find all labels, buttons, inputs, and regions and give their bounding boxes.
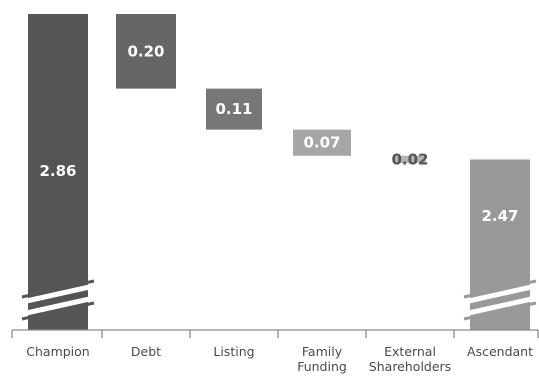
value-label: 0.07 [303,134,340,152]
bar-family-funding [293,129,351,156]
category-label: Family Funding [297,344,347,374]
value-label: 2.86 [39,162,76,180]
bar-listing [206,88,262,130]
axis-break-ascendant [463,279,537,321]
category-label: Listing [213,344,254,359]
bar-debt [116,14,176,89]
value-label: 2.47 [481,207,518,225]
category-label: Ascendant [467,344,533,359]
bar-champion [28,14,88,330]
category-label: External Shareholders [369,344,451,374]
bar-external-shareholders [394,155,426,164]
category-label: Debt [131,344,161,359]
axis-break-champion [21,279,95,321]
value-label: 0.02 [391,151,428,169]
value-label: 0.11 [215,100,252,118]
value-label: 0.20 [127,42,164,60]
category-label: Champion [26,344,89,359]
